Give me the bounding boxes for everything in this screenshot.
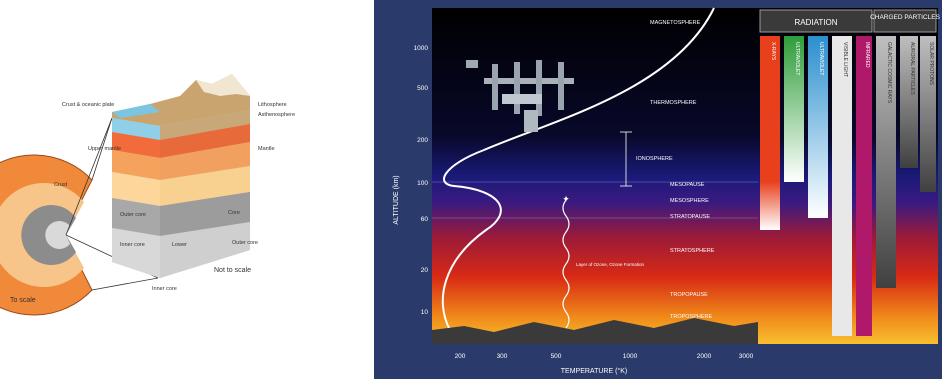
charged-header-box	[873, 9, 937, 33]
earth-sphere-to-scale	[0, 154, 93, 316]
band-label-0: X-RAYS	[770, 42, 776, 61]
particle-label-0: GALACTIC COSMIC RAYS	[886, 42, 892, 104]
visible-light-bar	[832, 36, 852, 336]
label-asthenosphere: Asthenosphere	[258, 112, 295, 118]
radiation-bars	[760, 36, 936, 336]
label-inner-core-bottom: Inner core	[152, 286, 177, 292]
alt-tick-6: 10	[421, 309, 429, 316]
altitude-axis-label: ALTITUDE (km)	[393, 175, 400, 224]
label-upper-mantle: Upper mantle	[88, 146, 121, 152]
layer-mesosphere: MESOSPHERE	[670, 198, 709, 204]
solar-protons-bar	[920, 36, 936, 192]
cosmic-rays-bar	[876, 36, 896, 288]
temp-tick-5: 3000	[739, 353, 754, 360]
layer-magnetosphere: MAGNETOSPHERE	[650, 20, 701, 26]
uv-bar-1	[784, 36, 804, 182]
layer-tropopause: TROPOPAUSE	[670, 292, 708, 298]
label-to-scale: To scale	[10, 297, 36, 304]
infrared-bar	[856, 36, 872, 336]
temp-tick-2: 500	[551, 353, 562, 360]
band-label-3: VISIBLE LIGHT	[842, 42, 848, 77]
label-not-to-scale: Not to scale	[214, 267, 251, 274]
charged-header: CHARGED PARTICLES	[870, 14, 940, 21]
radiation-header-box	[759, 9, 873, 33]
particle-label-2: SOLAR PROTONS	[928, 42, 934, 86]
uv-bar-2	[808, 36, 828, 218]
band-label-4: INFRARED	[864, 42, 870, 68]
ionosphere-bracket	[620, 131, 632, 187]
temp-tick-0: 200	[455, 353, 466, 360]
temperature-axis-label: TEMPERATURE (°K)	[561, 367, 627, 375]
layer-thermosphere: THERMOSPHERE	[650, 100, 697, 106]
alt-tick-0: 1000	[414, 45, 429, 52]
layer-boundaries	[432, 181, 758, 219]
alt-tick-5: 20	[421, 267, 429, 274]
label-outer-core-side: Outer core	[232, 240, 258, 246]
label-outer-core: Outer core	[120, 212, 146, 218]
layer-stratopause: STRATOPAUSE	[670, 214, 710, 220]
ground-silhouette	[432, 318, 758, 344]
label-crust-oceanic: Crust & oceanic plate	[62, 102, 114, 108]
temp-tick-3: 1000	[623, 353, 638, 360]
label-lower: Lower	[172, 242, 187, 248]
label-lithosphere: Lithosphere	[258, 102, 287, 108]
temperature-curve	[441, 7, 715, 331]
layer-stratosphere: STRATOSPHERE	[670, 248, 715, 254]
xray-bar	[760, 36, 780, 230]
layer-troposphere: TROPOSPHERE	[670, 314, 713, 320]
ozone-top-star: ✦	[562, 194, 570, 204]
label-core: Core	[228, 210, 240, 216]
radiation-header: RADIATION	[795, 18, 838, 27]
atmosphere-diagram: RADIATION CHARGED PARTICLES X-RAYS ULTRA…	[374, 0, 942, 379]
band-label-2: ULTRAVIOLET	[818, 42, 824, 75]
temp-tick-1: 300	[497, 353, 508, 360]
alt-tick-2: 200	[417, 137, 428, 144]
ozone-note: Layer of Ozone, Ozone Formation	[576, 262, 645, 267]
earth-block	[112, 74, 250, 278]
space-station-icon	[466, 60, 574, 132]
auroral-bar	[900, 36, 918, 168]
label-mantle-outer: Mantle	[258, 146, 275, 152]
alt-tick-3: 100	[417, 180, 428, 187]
alt-tick-1: 500	[417, 85, 428, 92]
layer-ionosphere: IONOSPHERE	[636, 156, 673, 162]
alt-tick-4: 60	[421, 216, 429, 223]
particle-label-1: AURORAL PARTICLES	[909, 42, 915, 95]
band-label-1: ULTRAVIOLET	[794, 42, 800, 75]
layer-mesopause: MESOPAUSE	[670, 182, 705, 188]
label-inner-core: Inner core	[120, 242, 145, 248]
label-crust: Crust	[54, 182, 68, 188]
earth-layers-diagram: Crust & oceanic plate Lithosphere Asthen…	[0, 74, 295, 316]
temp-tick-4: 2000	[697, 353, 712, 360]
ozone-wave	[562, 199, 570, 329]
